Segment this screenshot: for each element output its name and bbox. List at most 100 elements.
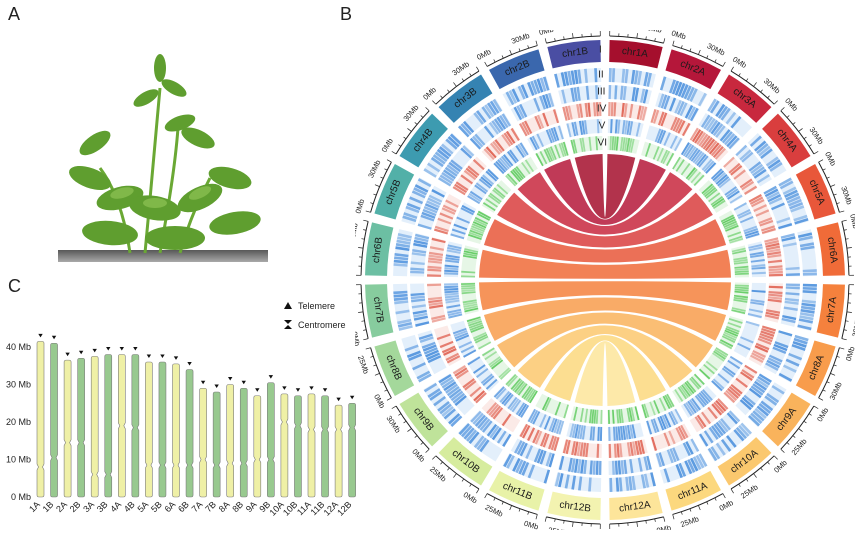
track-iii-bin: [410, 261, 425, 265]
track-v-bin: [485, 378, 498, 390]
track-vi-bin: [539, 150, 548, 165]
track-ii-bin: [756, 143, 769, 155]
track-iii-bin: [617, 460, 622, 475]
track-iv-bin: [711, 403, 723, 416]
track-vi-bin: [612, 409, 615, 424]
track-ii-bin: [799, 312, 815, 318]
track-ii-bin: [515, 459, 524, 474]
chrom-scale-tick: [808, 144, 812, 147]
track-ii-bin: [397, 233, 412, 239]
track-iv-bin: [730, 383, 743, 395]
track-v-bin: [444, 267, 459, 271]
track-v-bin: [463, 349, 477, 358]
track-vi-bin: [461, 287, 476, 290]
chrom-scale-arc: [395, 110, 430, 155]
track-iii-bin: [533, 97, 541, 112]
synteny-link-chr7A: [479, 281, 731, 311]
track-vi-bin: [703, 363, 715, 375]
track-iv-background: [518, 423, 560, 452]
track-v-bin: [520, 404, 530, 418]
track-iv-bin: [764, 314, 780, 320]
track-v-bin: [750, 299, 765, 304]
chromosome-2B: 2B: [68, 350, 85, 514]
track-v-bin: [748, 308, 763, 314]
track-iv-bin: [761, 325, 777, 332]
track-vi-bin: [731, 307, 746, 312]
chrom-scale-label: 25Mb: [547, 525, 567, 530]
track-iv-bin: [427, 283, 442, 287]
track-label: IV: [597, 104, 607, 115]
track-iii-bin: [491, 427, 502, 441]
track-vi-bin: [628, 138, 633, 153]
chrom-scale-tick: [361, 238, 365, 240]
track-iii-bin: [558, 455, 565, 471]
track-vi-bin: [710, 196, 724, 206]
track-v-bin: [444, 272, 459, 275]
track-iii-bin: [773, 343, 788, 352]
track-label: VI: [598, 138, 607, 149]
track-ii-bin: [481, 106, 492, 120]
track-ii-bin: [671, 80, 680, 95]
track-v-bin: [529, 136, 538, 151]
track-iii-bin: [752, 383, 766, 394]
track-vi-bin: [461, 282, 476, 286]
track-v-bin: [543, 415, 551, 430]
track-iv-bin: [730, 165, 743, 176]
chrom-scale-tick: [822, 389, 826, 392]
chrom-scale-tick: [373, 193, 377, 196]
track-v-bin: [703, 160, 715, 173]
track-iii-bin: [631, 87, 636, 102]
track-v-bin: [687, 400, 697, 414]
track-vi-bin: [626, 407, 631, 423]
centromere-legend-icon: [284, 320, 292, 329]
track-iv-bin: [534, 430, 543, 445]
chrom-scale-tick: [843, 229, 847, 231]
track-v-bin: [689, 399, 699, 412]
track-vi-bin: [595, 409, 599, 424]
track-vi-bin: [464, 248, 479, 253]
chrom-label: chr7B: [371, 296, 385, 324]
chrom-label: chr12B: [559, 500, 592, 515]
chrom-scale-tick: [476, 66, 480, 72]
track-iv-bin: [579, 442, 584, 457]
track-iii-bin: [735, 144, 748, 157]
chrom-scale-label: 25Mb: [739, 482, 760, 500]
chromosome-5B: 5B: [149, 354, 167, 514]
chrom-scale-arc: [841, 221, 850, 276]
chrom-scale-tick: [767, 95, 770, 99]
track-vi-bin: [521, 385, 531, 399]
track-ii-bin: [793, 337, 808, 345]
chrom-scale-label: 0Mb: [718, 498, 735, 513]
track-iii-bin: [676, 101, 685, 115]
track-iv-bin: [723, 156, 735, 168]
track-vi-bin: [588, 136, 592, 151]
chrom-scale-tick: [527, 511, 529, 515]
track-vi-bin: [726, 325, 740, 333]
telomere-marker: [336, 397, 341, 402]
chromosome-body: [321, 395, 329, 498]
track-v-bin: [696, 393, 708, 406]
track-iv-bin: [443, 348, 457, 356]
track-iii-bin: [764, 188, 779, 198]
chrom-ideogram-chr4B: [399, 113, 448, 168]
track-vi-bin: [477, 210, 491, 219]
track-v-bin: [474, 184, 487, 195]
track-v-bin: [673, 137, 683, 152]
chrom-scale-tick: [745, 78, 749, 82]
track-vi-bin: [525, 388, 535, 401]
track-iii-bin: [766, 191, 780, 200]
track-vi-bin: [609, 136, 612, 151]
chrom-scale-arc: [486, 493, 538, 515]
chrom-scale-label: 0Mb: [538, 30, 554, 37]
track-vi-bin: [491, 359, 504, 370]
track-ii-bin: [748, 414, 761, 427]
track-iv-bin: [463, 169, 477, 181]
track-iii-bin: [768, 196, 783, 205]
track-v-bin: [460, 207, 474, 216]
track-ii-bin: [643, 473, 650, 488]
track-v-bin: [751, 289, 766, 293]
chrom-scale-arc: [435, 70, 480, 105]
circos-tracks: [393, 68, 817, 492]
track-v-bin: [619, 426, 624, 441]
track-v-bin: [624, 120, 629, 135]
